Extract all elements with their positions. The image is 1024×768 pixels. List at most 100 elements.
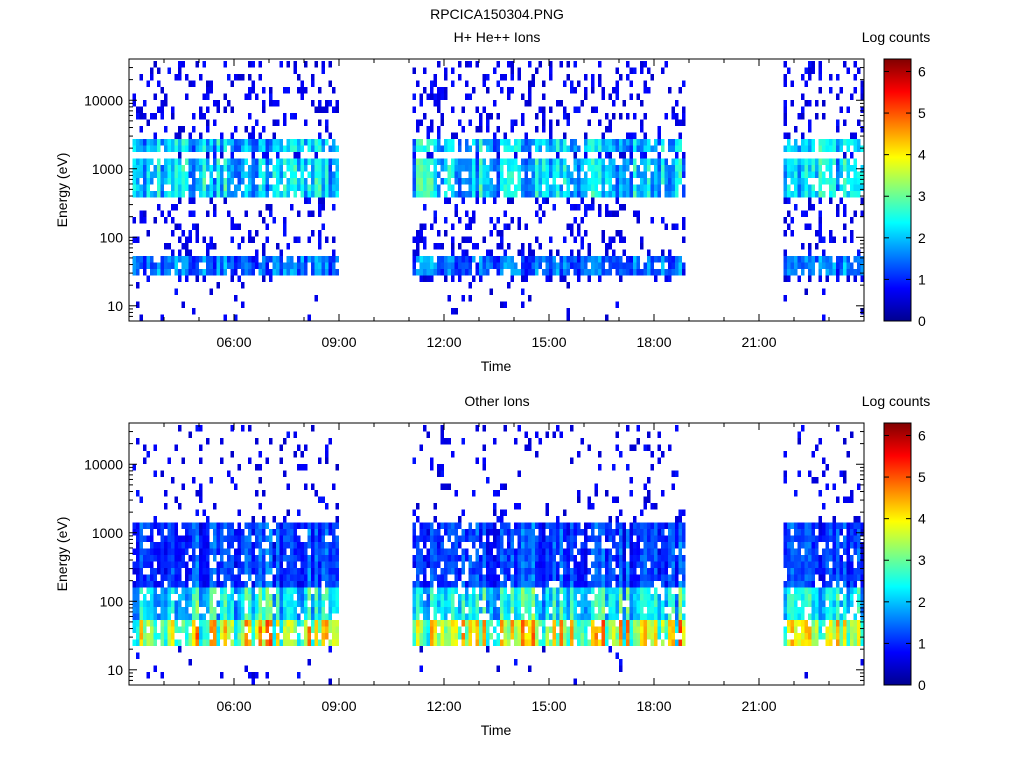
heatmap-cell bbox=[178, 613, 182, 620]
heatmap-cell bbox=[248, 594, 252, 601]
heatmap-cell bbox=[545, 555, 549, 562]
heatmap-cell bbox=[195, 587, 199, 594]
heatmap-cell bbox=[482, 561, 486, 568]
heatmap-cell bbox=[297, 587, 301, 594]
heatmap-cell bbox=[258, 535, 262, 542]
heatmap-cell bbox=[591, 106, 595, 113]
heatmap-cell bbox=[608, 522, 612, 529]
heatmap-cell bbox=[454, 262, 458, 269]
heatmap-cell bbox=[178, 555, 182, 562]
heatmap-cell bbox=[661, 600, 665, 607]
heatmap-cell bbox=[475, 191, 479, 198]
heatmap-cell bbox=[626, 607, 630, 614]
heatmap-cell bbox=[622, 626, 626, 633]
heatmap-cell bbox=[209, 639, 213, 646]
heatmap-cell bbox=[507, 568, 511, 575]
heatmap-cell bbox=[542, 80, 546, 87]
heatmap-cell bbox=[440, 431, 444, 438]
heatmap-cell bbox=[290, 269, 294, 276]
heatmap-cell bbox=[136, 438, 140, 445]
heatmap-cell bbox=[276, 191, 280, 198]
heatmap-cell bbox=[430, 620, 434, 627]
heatmap-cell bbox=[577, 191, 581, 198]
heatmap-cell bbox=[430, 256, 434, 263]
heatmap-cell bbox=[258, 464, 262, 471]
heatmap-cell bbox=[304, 464, 308, 471]
heatmap-cell bbox=[570, 230, 574, 237]
heatmap-cell bbox=[241, 236, 245, 243]
heatmap-cell bbox=[832, 178, 836, 185]
heatmap-cell bbox=[146, 119, 150, 126]
heatmap-cell bbox=[629, 574, 633, 581]
heatmap-cell bbox=[335, 620, 339, 627]
heatmap-cell bbox=[594, 600, 598, 607]
heatmap-cell bbox=[286, 542, 290, 549]
heatmap-cell bbox=[290, 113, 294, 120]
heatmap-cell bbox=[136, 626, 140, 633]
heatmap-cell bbox=[416, 230, 420, 237]
heatmap-cell bbox=[451, 581, 455, 588]
heatmap-cell bbox=[482, 457, 486, 464]
heatmap-cell bbox=[640, 178, 644, 185]
heatmap-cell bbox=[195, 600, 199, 607]
heatmap-cell bbox=[216, 178, 220, 185]
heatmap-cell bbox=[563, 106, 567, 113]
colorbar-tick-label: 2 bbox=[918, 230, 926, 246]
heatmap-cell bbox=[423, 581, 427, 588]
heatmap-cell bbox=[601, 171, 605, 178]
heatmap-cell bbox=[251, 269, 255, 276]
heatmap-cell bbox=[174, 496, 178, 503]
heatmap-cell bbox=[454, 626, 458, 633]
heatmap-cell bbox=[213, 581, 217, 588]
heatmap-cell bbox=[664, 594, 668, 601]
heatmap-cell bbox=[636, 555, 640, 562]
heatmap-cell bbox=[479, 262, 483, 269]
heatmap-cell bbox=[608, 581, 612, 588]
heatmap-cell bbox=[657, 568, 661, 575]
heatmap-cell bbox=[153, 594, 157, 601]
heatmap-cell bbox=[314, 145, 318, 152]
heatmap-cell bbox=[272, 217, 276, 224]
heatmap-cell bbox=[153, 139, 157, 146]
heatmap-cell bbox=[412, 600, 416, 607]
heatmap-cell bbox=[237, 613, 241, 620]
heatmap-cell bbox=[538, 158, 542, 165]
heatmap-cell bbox=[433, 568, 437, 575]
heatmap-cell bbox=[255, 490, 259, 497]
heatmap-cell bbox=[633, 262, 637, 269]
heatmap-cell bbox=[573, 574, 577, 581]
heatmap-cell bbox=[584, 568, 588, 575]
heatmap-cell bbox=[321, 197, 325, 204]
heatmap-cell bbox=[244, 158, 248, 165]
heatmap-cell bbox=[297, 256, 301, 263]
heatmap-cell bbox=[430, 633, 434, 640]
heatmap-cell bbox=[531, 600, 535, 607]
heatmap-cell bbox=[577, 496, 581, 503]
heatmap-cell bbox=[279, 587, 283, 594]
heatmap-cell bbox=[465, 535, 469, 542]
heatmap-cell bbox=[272, 633, 276, 640]
heatmap-cell bbox=[174, 288, 178, 295]
panel-1-title: H+ He++ Ions bbox=[454, 29, 541, 45]
heatmap-cell bbox=[433, 145, 437, 152]
heatmap-cell bbox=[451, 522, 455, 529]
heatmap-cell bbox=[507, 223, 511, 230]
heatmap-cell bbox=[622, 542, 626, 549]
heatmap-cell bbox=[241, 178, 245, 185]
heatmap-cell bbox=[787, 256, 791, 263]
heatmap-cell bbox=[220, 457, 224, 464]
heatmap-cell bbox=[234, 139, 238, 146]
heatmap-cell bbox=[531, 262, 535, 269]
heatmap-cell bbox=[643, 139, 647, 146]
heatmap-cell bbox=[661, 613, 665, 620]
heatmap-cell bbox=[587, 256, 591, 263]
heatmap-cell bbox=[787, 165, 791, 172]
heatmap-cell bbox=[500, 587, 504, 594]
heatmap-cell bbox=[545, 581, 549, 588]
heatmap-cell bbox=[654, 594, 658, 601]
heatmap-cell bbox=[423, 184, 427, 191]
heatmap-cell bbox=[139, 568, 143, 575]
heatmap-cell bbox=[143, 535, 147, 542]
heatmap-cell bbox=[594, 256, 598, 263]
heatmap-cell bbox=[132, 165, 136, 172]
